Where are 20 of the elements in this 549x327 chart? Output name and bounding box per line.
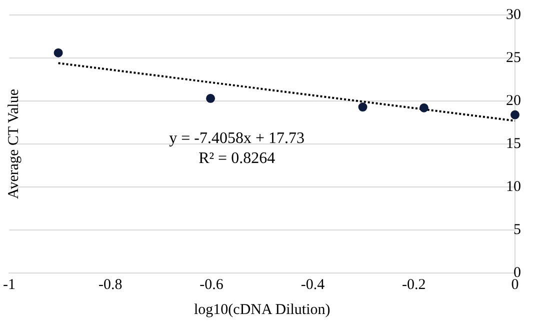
point [358, 102, 368, 112]
point [510, 110, 520, 120]
annotation: R² = 0.8264 [198, 150, 276, 168]
point [419, 103, 428, 112]
x-tick-label: -0.6 [200, 276, 224, 293]
x-tick-label: -0.8 [98, 276, 122, 293]
y-tick-label: 25 [506, 50, 521, 66]
x-tick-label: -1 [3, 276, 16, 293]
x-tick-label: -0.2 [402, 276, 426, 293]
x-axis-title: log10(cDNA Dilution) [194, 302, 330, 318]
y-axis-title: Average CT Value [6, 88, 22, 199]
y-tick-label: 10 [506, 178, 521, 195]
y-tick-label: 5 [514, 222, 521, 238]
y-tick-label: 20 [506, 92, 521, 109]
point [54, 48, 63, 58]
annotation: y = -7.4058x + 17.73 [169, 130, 305, 148]
y-tick-label: 30 [506, 6, 521, 23]
y-tick-label: 15 [506, 136, 521, 152]
x-tick-label: -0.4 [300, 276, 326, 293]
point [206, 94, 216, 103]
